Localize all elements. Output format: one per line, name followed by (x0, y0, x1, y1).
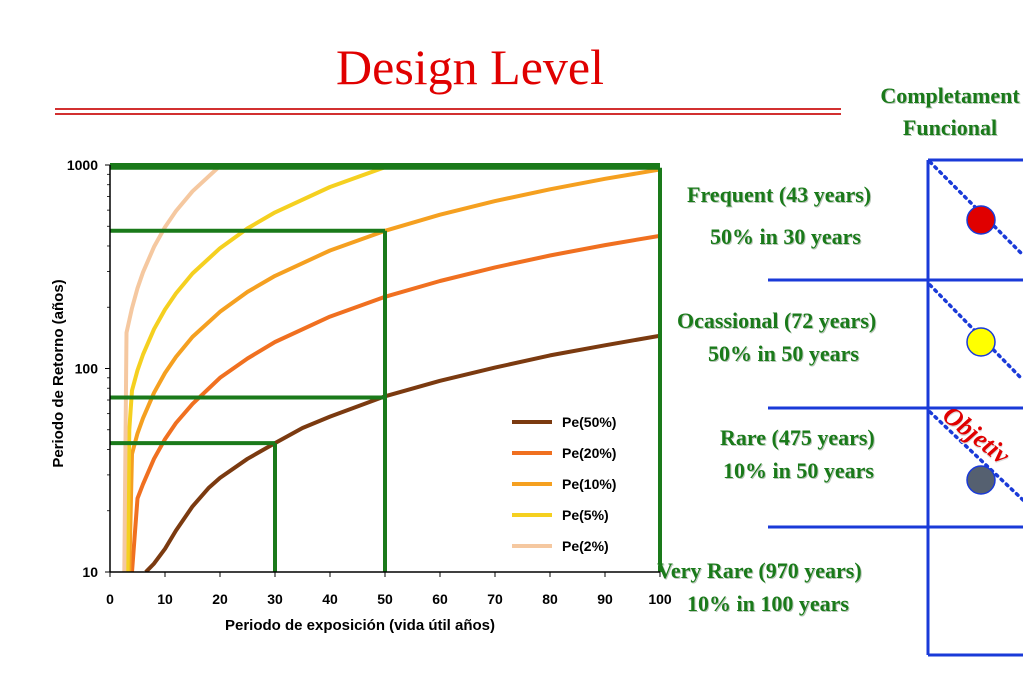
objective-dotted-line-3 (928, 410, 1023, 502)
y-tick-label: 100 (75, 361, 99, 377)
x-tick-label: 20 (212, 591, 228, 607)
legend-label-4: Pe(5%) (562, 507, 609, 523)
performance-dot-1 (966, 205, 996, 235)
category-ocassional-prob: 50% in 50 years (708, 341, 859, 366)
y-tick-label: 10 (82, 564, 98, 580)
category-frequent-name: Frequent (43 years) (687, 182, 872, 207)
category-rare-prob: 10% in 50 years (723, 458, 874, 483)
series-line-3 (127, 167, 660, 572)
legend-label-1: Pe(50%) (562, 414, 616, 430)
category-frequent-prob: 50% in 30 years (710, 224, 861, 249)
category-ocassional-name: Ocassional (72 years) (677, 308, 877, 333)
x-tick-label: 100 (648, 591, 672, 607)
x-tick-label: 60 (432, 591, 448, 607)
x-tick-label: 0 (106, 591, 114, 607)
y-axis-label: Periodo de Retorno (años) (50, 279, 67, 467)
performance-header-line1: Completament (880, 83, 1020, 108)
legend-label-2: Pe(20%) (562, 445, 616, 461)
x-tick-label: 90 (597, 591, 613, 607)
legend-label-5: Pe(2%) (562, 538, 609, 554)
title-divider (55, 113, 841, 115)
page-title: Design Level (336, 39, 604, 95)
series-line-4 (125, 165, 386, 572)
x-tick-label: 30 (267, 591, 283, 607)
performance-header-line2: Funcional (902, 115, 998, 140)
x-tick-label: 40 (322, 591, 338, 607)
performance-header: Completament Funcional (850, 80, 1023, 144)
x-tick-label: 50 (377, 591, 393, 607)
legend-label-3: Pe(10%) (562, 476, 616, 492)
performance-dot-2 (966, 327, 996, 357)
x-tick-label: 80 (542, 591, 558, 607)
performance-dot-3 (966, 465, 996, 495)
series-line-2 (130, 233, 660, 572)
category-very-rare-prob: 10% in 100 years (687, 591, 849, 616)
x-tick-label: 70 (487, 591, 503, 607)
category-very-rare-name: Very Rare (970 years) (657, 558, 862, 583)
series-line-5 (122, 165, 222, 572)
x-axis-label: Periodo de exposición (vida útil años) (225, 617, 495, 634)
y-tick-label: 1000 (67, 157, 98, 173)
x-tick-label: 10 (157, 591, 173, 607)
title-divider (55, 108, 841, 110)
category-rare-name: Rare (475 years) (720, 425, 875, 450)
